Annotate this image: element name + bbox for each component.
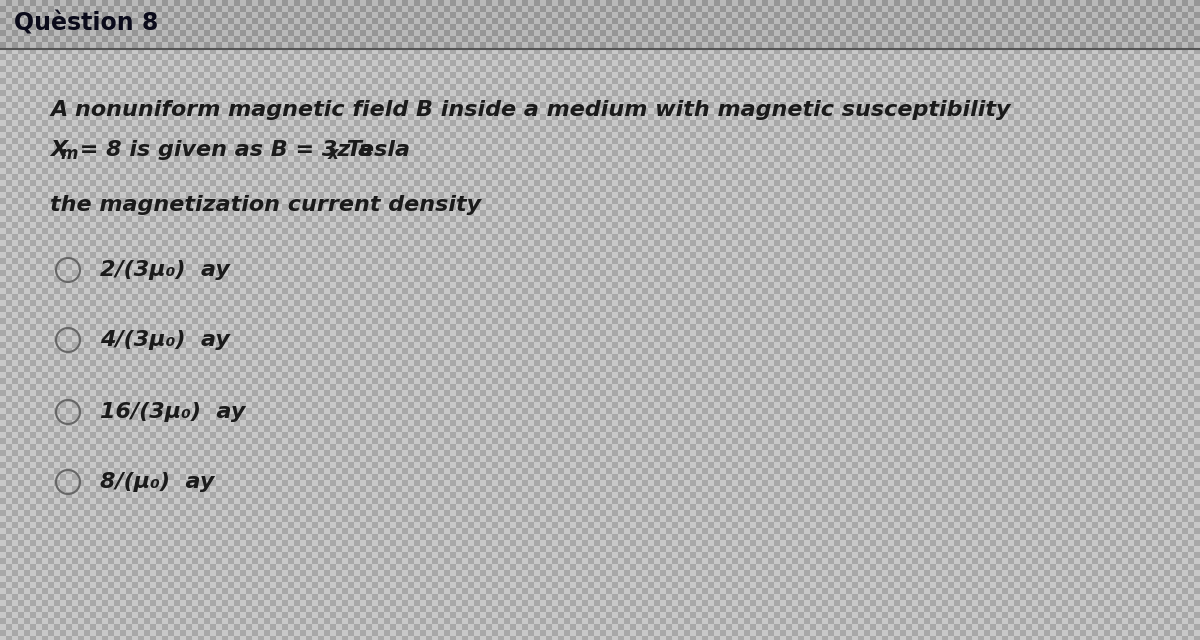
Text: the magnetization current density: the magnetization current density <box>50 195 481 215</box>
Text: x: x <box>328 145 338 163</box>
Text: = 8 is given as B = 3z a: = 8 is given as B = 3z a <box>72 140 373 160</box>
Text: A nonuniform magnetic field B inside a medium with magnetic susceptibility: A nonuniform magnetic field B inside a m… <box>50 100 1010 120</box>
Text: 16/(3μ₀)  ay: 16/(3μ₀) ay <box>100 402 245 422</box>
Text: 4/(3μ₀)  ay: 4/(3μ₀) ay <box>100 330 230 350</box>
Text: X: X <box>50 140 67 160</box>
Text: 2/(3μ₀)  ay: 2/(3μ₀) ay <box>100 260 230 280</box>
Text: Quèstion 8: Quèstion 8 <box>14 12 158 36</box>
Text: m: m <box>60 145 77 163</box>
Text: Tesla: Tesla <box>340 140 410 160</box>
Text: 8/(μ₀)  ay: 8/(μ₀) ay <box>100 472 215 492</box>
